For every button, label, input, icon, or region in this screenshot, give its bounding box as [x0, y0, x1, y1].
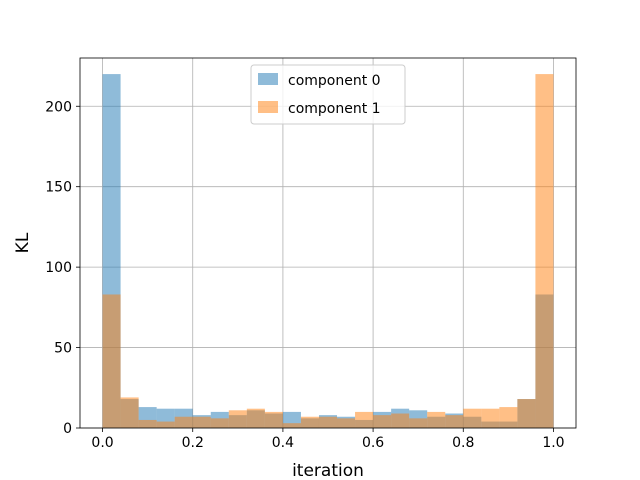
legend-swatch-component-1: [258, 101, 278, 113]
x-tick-label: 0.6: [362, 435, 384, 451]
histogram-bar: [427, 411, 446, 428]
y-tick-label: 150: [45, 180, 72, 196]
series-component-1: [102, 74, 554, 428]
x-tick-label: 1.0: [542, 435, 564, 451]
histogram-bar: [282, 423, 301, 428]
histogram-bar: [409, 418, 428, 428]
histogram-bar: [192, 416, 211, 428]
x-tick-label: 0.4: [272, 435, 294, 451]
y-tick-label: 100: [45, 260, 72, 276]
histogram-bar: [138, 419, 157, 428]
y-tick-label: 0: [63, 421, 72, 437]
y-axis-label: KL: [13, 232, 33, 253]
x-tick-label: 0.2: [182, 435, 204, 451]
histogram-bar: [318, 416, 338, 428]
histogram-bar: [355, 411, 374, 428]
y-tick-label: 50: [54, 341, 72, 357]
legend-swatch-component-0: [258, 73, 278, 85]
histogram-bar: [174, 416, 193, 428]
legend-label-component-0: component 0: [288, 73, 381, 89]
histogram-bar: [156, 421, 175, 428]
histogram-bar: [264, 411, 283, 428]
legend: component 0 component 1: [250, 64, 406, 125]
histogram-bar: [102, 294, 121, 428]
histogram-bar: [300, 416, 319, 428]
plot-frame: [79, 57, 577, 429]
histogram-bar: [463, 408, 482, 428]
histogram-bar: [499, 407, 518, 428]
x-axis-label: iteration: [292, 461, 364, 480]
histogram-bar: [120, 397, 139, 428]
y-tick-label: 200: [45, 99, 72, 115]
histogram-bars: [102, 74, 554, 428]
histogram-bar: [337, 418, 356, 428]
y-axis-ticks: 0 50 100 150 200: [45, 99, 80, 437]
legend-label-component-1: component 1: [288, 101, 381, 117]
histogram-bar: [228, 410, 247, 428]
histogram-bar: [481, 408, 500, 428]
histogram-bar: [210, 418, 229, 428]
x-axis-ticks: 0.0 0.2 0.4 0.6 0.8 1.0: [91, 428, 565, 451]
legend-frame: [250, 64, 406, 125]
x-tick-label: 0.0: [91, 435, 113, 451]
histogram-bar: [535, 74, 554, 428]
histogram-bar: [391, 413, 410, 428]
x-tick-label: 0.8: [452, 435, 474, 451]
histogram-bar: [246, 408, 265, 428]
histogram-bar: [373, 415, 392, 428]
histogram-bar: [445, 415, 464, 428]
histogram-bar: [517, 399, 536, 428]
